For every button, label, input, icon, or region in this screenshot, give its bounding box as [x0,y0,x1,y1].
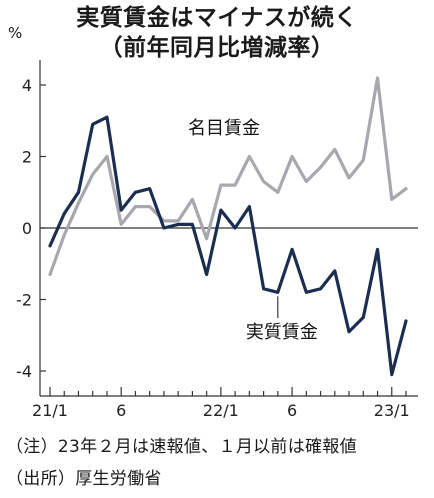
real-wage-label: 実質賃金 [246,322,318,343]
x-tick-label: 22/1 [203,401,239,420]
y-unit-label: % [8,24,23,42]
x-tick-label: 21/1 [32,401,68,420]
x-tick-label: 6 [116,401,126,420]
chart-title: 実質賃金はマイナスが続く [76,5,358,31]
y-tick-label: -2 [16,290,32,309]
x-tick-label: 23/1 [374,401,410,420]
nominal-wage-label: 名目賃金 [188,118,260,139]
chart-subtitle: （前年同月比増減率） [99,35,335,61]
y-tick-label: 4 [22,76,32,95]
nominal-wage-line [48,76,408,277]
y-tick-label: 0 [22,219,32,238]
x-tick-label: 6 [287,401,297,420]
real-wage-line [48,115,408,377]
source-line: （出所）厚生労働省 [6,469,162,489]
note-line: （注）23年２月は速報値、１月以前は確報値 [6,437,357,457]
y-tick-label: -4 [16,362,32,381]
y-tick-label: 2 [22,148,32,167]
